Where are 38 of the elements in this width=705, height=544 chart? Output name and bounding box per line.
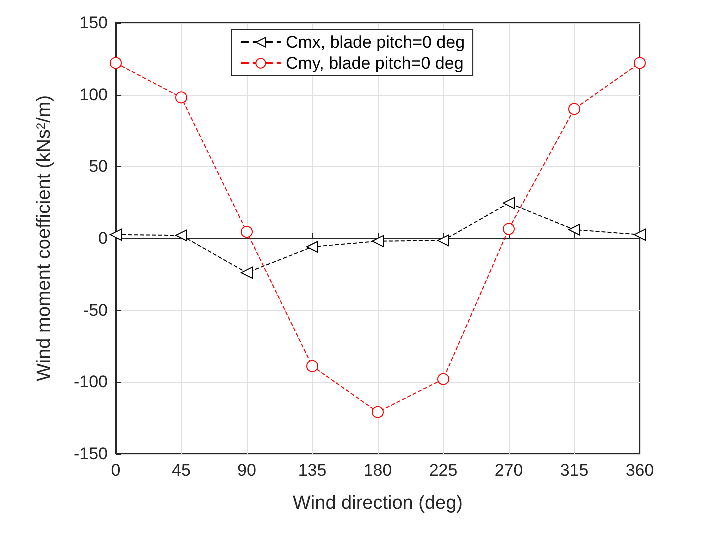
point — [634, 57, 646, 70]
point — [438, 373, 450, 386]
y-tick-label: 0 — [98, 229, 108, 248]
point — [176, 92, 188, 104]
legend-label: Cmx, blade pitch=0 deg — [286, 33, 466, 52]
point — [306, 360, 318, 372]
point — [110, 57, 122, 70]
x-tick-label: 315 — [560, 461, 589, 480]
point — [634, 228, 646, 241]
point — [568, 103, 580, 116]
y-tick-label: 100 — [80, 85, 108, 104]
point — [110, 228, 122, 241]
legend-label: Cmy, blade pitch=0 deg — [286, 54, 464, 73]
point — [568, 224, 580, 236]
point — [306, 241, 318, 254]
point — [241, 266, 253, 279]
x-tick-label: 225 — [429, 461, 458, 480]
x-tick-label: 45 — [172, 461, 191, 480]
point — [241, 226, 253, 238]
point — [372, 406, 384, 418]
y-tick-label: -50 — [83, 300, 108, 320]
y-tick-label: 150 — [80, 14, 108, 32]
y-tick-label: -100 — [74, 372, 108, 392]
x-axis-title: Wind direction (deg) — [292, 493, 464, 514]
point — [503, 197, 515, 210]
point — [438, 234, 450, 247]
x-tick-label: 135 — [298, 461, 327, 480]
x-tick-label: 270 — [494, 461, 524, 480]
point — [372, 235, 384, 248]
x-tick-label: 180 — [364, 461, 392, 480]
y-tick-label: 50 — [89, 157, 108, 176]
x-tick-label: 360 — [626, 461, 654, 480]
point — [503, 223, 515, 236]
y-tick-label: -150 — [74, 444, 108, 464]
x-tick-label: 0 — [111, 461, 121, 480]
y-axis-title: Wind moment coefficient (kNs2/m) — [34, 95, 55, 382]
point — [176, 230, 188, 242]
x-tick-label: 90 — [238, 461, 256, 480]
